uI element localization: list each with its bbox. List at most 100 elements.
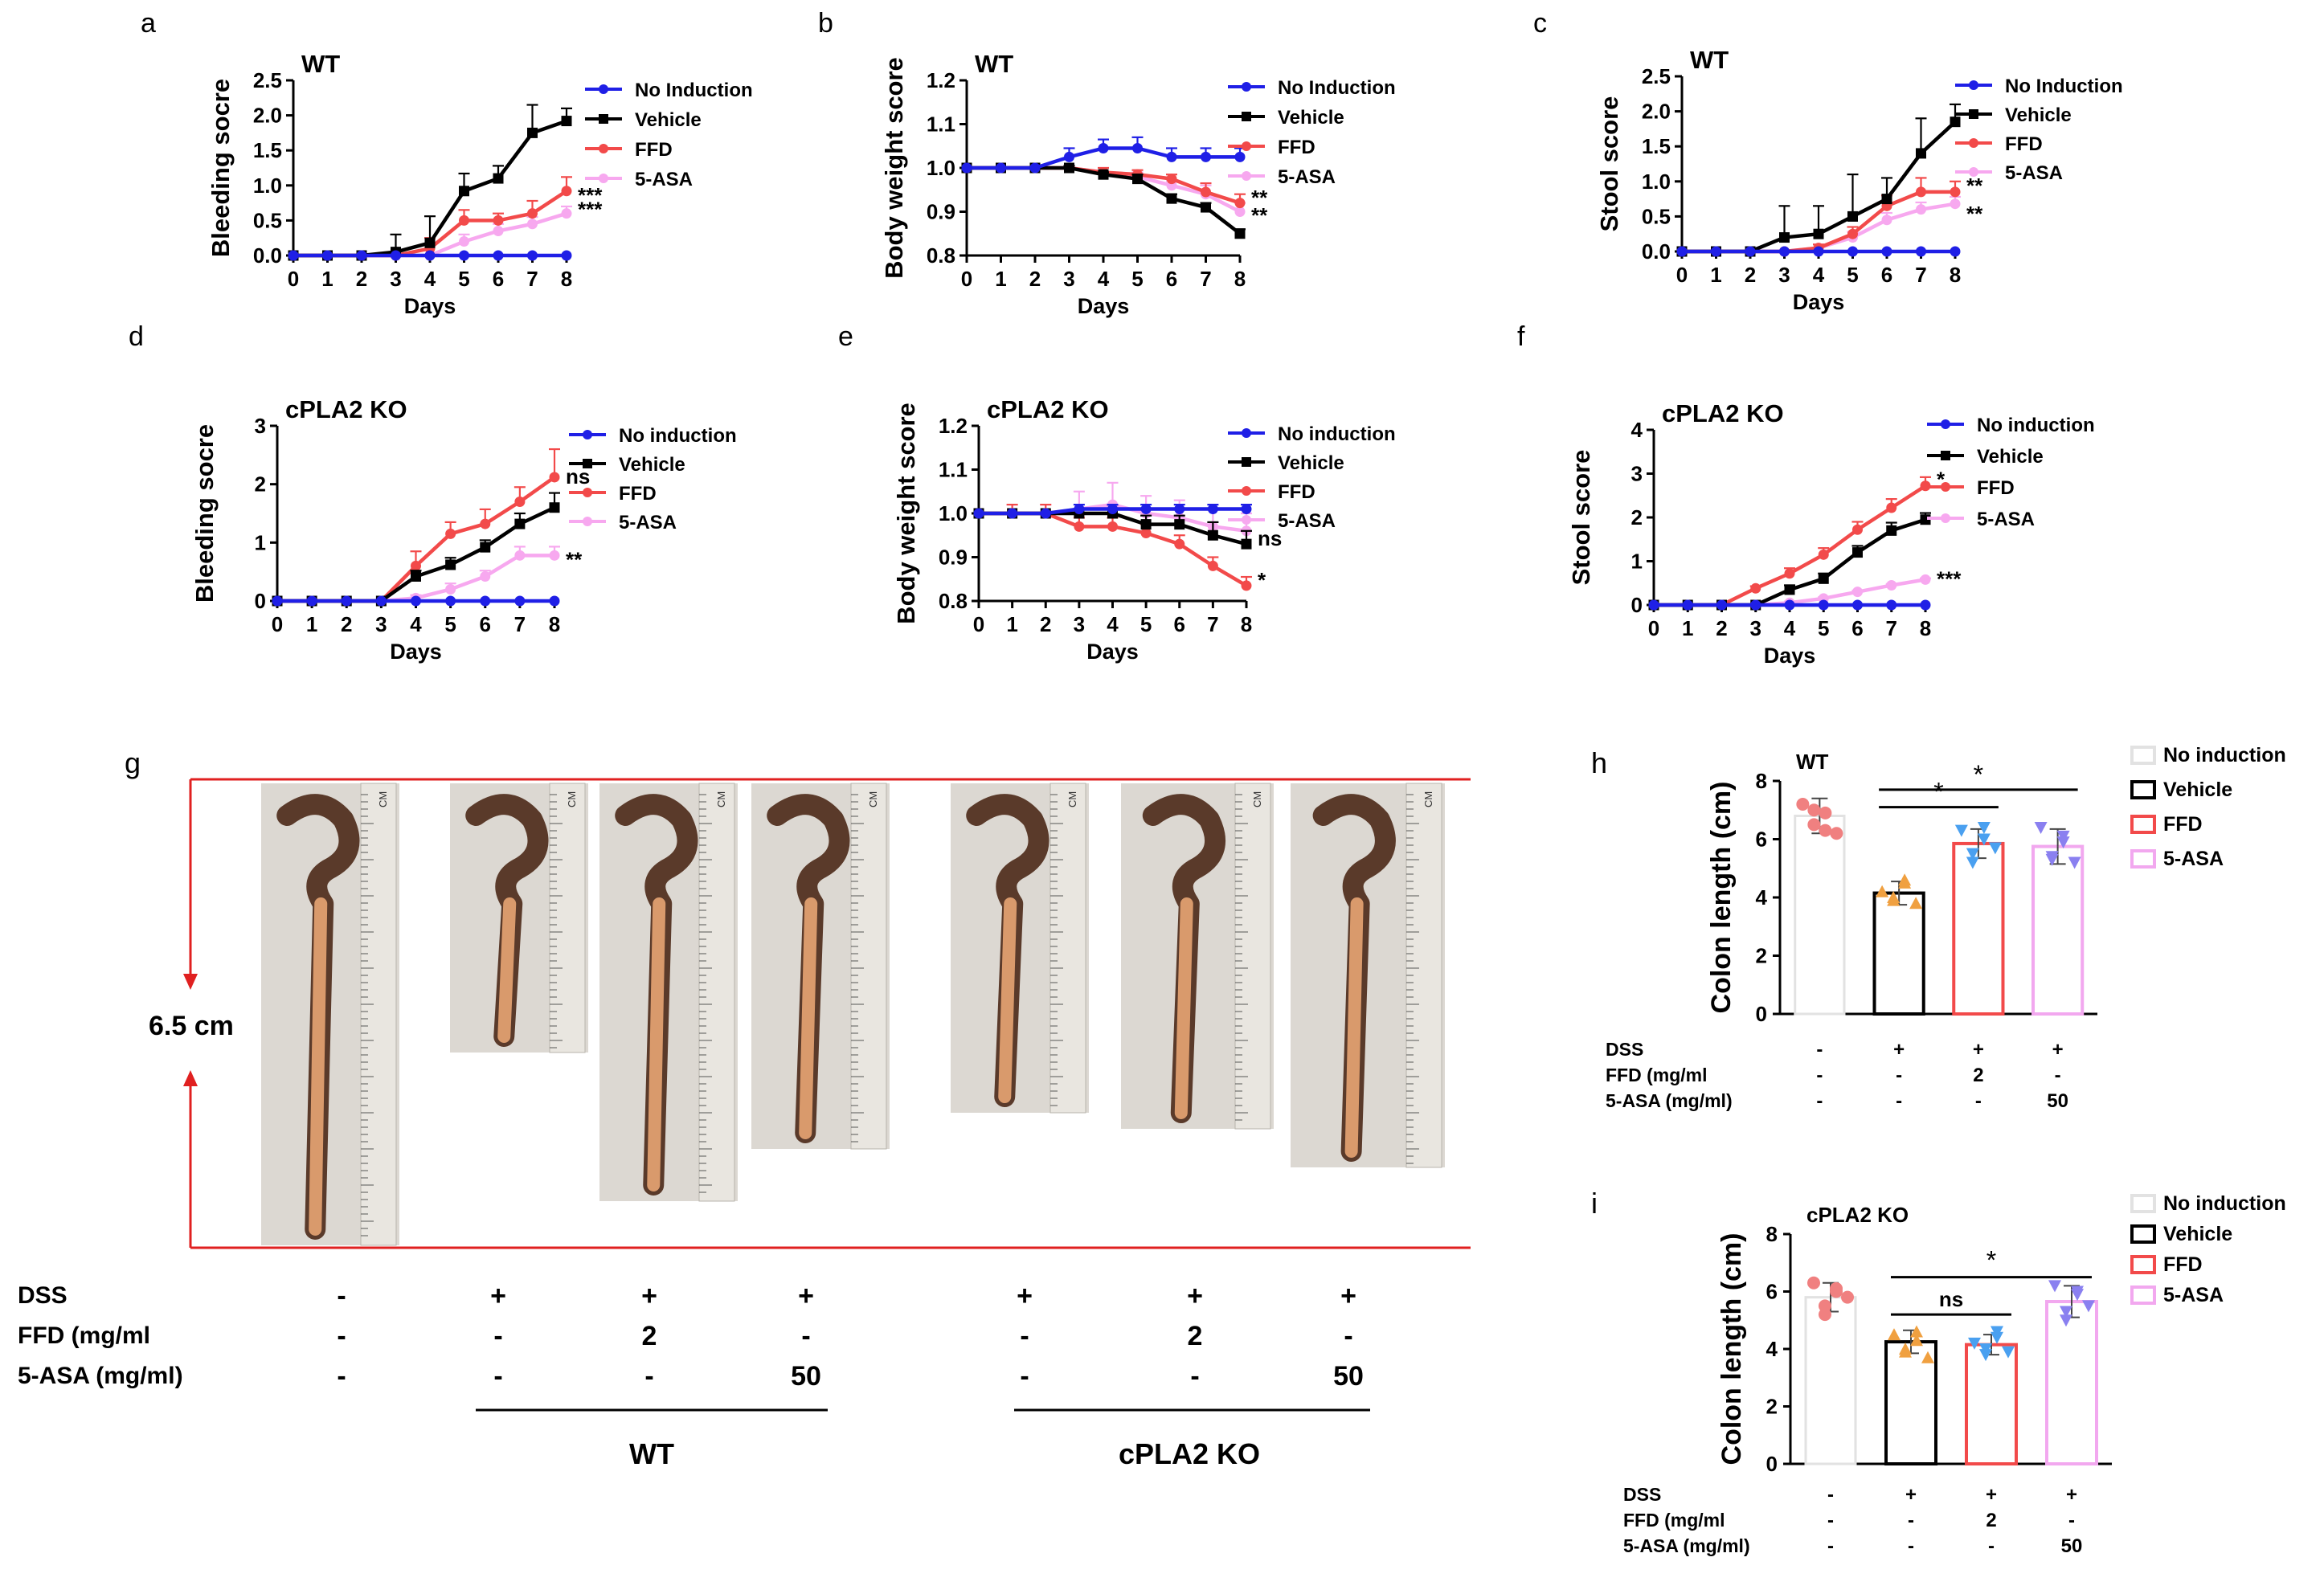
significance-label: ** [1251,203,1268,227]
legend-label: 5-ASA [2163,1284,2224,1306]
data-point [1242,428,1251,438]
data-point [1074,504,1085,515]
y-axis-label: Stool score [1595,96,1623,232]
legend-label: No Induction [635,80,753,101]
series-no_induction [272,595,560,607]
data-point [1796,798,1810,811]
x-tick-label: 5 [1847,263,1858,287]
data-point [1818,599,1829,611]
y-tick-label: 0.5 [1642,204,1671,228]
legend-item: Vehicle [2130,1223,2232,1245]
data-point [2045,851,2059,864]
data-point [1140,504,1152,515]
data-point [1207,560,1218,571]
y-tick-label: 6 [1756,828,1767,852]
y-tick-label: 1.5 [1642,134,1671,158]
y-tick-label: 1.5 [253,138,282,162]
condition-value: - [337,1361,346,1392]
chart-panel-a: a 0.0 0.5 1.0 1.5 2.0 2.5 0 1 2 3 4 5 6 7 8 Days Bleeding… [141,8,753,318]
colon-proximal [1344,897,1364,1158]
data-point [1910,1325,1923,1338]
x-tick-label: 4 [1813,263,1825,287]
y-tick-label: 0.8 [939,589,968,613]
series-no_induction [288,250,572,261]
chart-panel-c: c 0.0 0.5 1.0 1.5 2.0 2.5 0 1 2 3 4 5 6 7 8 Days Stool sc… [1533,8,2123,314]
data-point [1881,215,1892,226]
legend-swatch [2130,849,2156,869]
y-tick-label: 0 [1756,1002,1767,1026]
data-point [1969,80,1978,90]
y-axis-label: Body weight score [892,403,920,624]
data-point [1920,599,1931,611]
data-point [459,215,469,226]
length-label: 6.5 cm [149,1011,234,1041]
x-axis-label: Days [1086,640,1139,664]
x-axis-label: Days [390,640,442,664]
data-point [493,225,504,236]
data-point [2068,856,2081,869]
x-tick-label: 1 [306,612,317,636]
data-point [583,517,592,526]
legend-item: No induction [2130,744,2286,766]
y-axis-label: Bleeding socre [207,79,235,257]
legend-label: 5-ASA [2163,848,2224,870]
data-point [1847,246,1858,257]
bar [1952,841,2005,1016]
data-point [1242,112,1251,121]
data-point [1841,1290,1854,1304]
data-point [1166,193,1177,204]
condition-value: + [490,1281,506,1311]
y-tick-label: 2 [255,472,266,497]
data-point [1852,547,1863,558]
colon-photo: CM [261,783,399,1246]
data-point [480,542,491,553]
data-point [1242,141,1251,151]
y-tick-label: 1.2 [927,68,955,92]
legend-item: No Induction [585,80,753,101]
data-point [1750,582,1761,594]
data-point [1819,824,1832,837]
condition-value: - [1896,1090,1902,1112]
condition-value: + [1017,1281,1033,1311]
chart-panel-e: e 0.8 0.9 1.0 1.1 1.2 0 1 2 3 4 5 6 7 8 Days Body weight… [838,321,1396,664]
data-point [1920,480,1931,492]
data-point [1941,513,1950,523]
colon-distal [1142,794,1226,1123]
data-point [1950,116,1961,128]
data-point [1242,171,1251,181]
data-point [1166,174,1177,185]
data-point [1966,848,1979,860]
legend-label: No Induction [2005,76,2123,97]
legend-label: No Induction [1278,77,1396,99]
chart-panel-i: i 0 2 4 6 8 Colon length (cm) cPLA2 KO * ns No ind… [1591,1187,2286,1557]
ruler [850,783,887,1150]
legend-item: Vehicle [1228,107,1344,129]
x-tick-label: 0 [272,612,283,636]
condition-value: - [1020,1361,1029,1392]
data-point [2034,822,2048,834]
bar [1872,891,1925,1016]
data-point [1716,599,1727,611]
significance-label: *** [578,198,603,222]
ruler-label: CM [1422,791,1434,807]
condition-value: + [798,1281,814,1311]
legend-label: 5-ASA [2005,162,2063,184]
chart-title: cPLA2 KO [285,395,407,423]
legend-item: 5-ASA [2130,1284,2224,1306]
condition-label: 5-ASA (mg/ml) [1623,1535,1750,1556]
x-tick-label: 7 [1207,612,1218,636]
bar [1794,815,1846,1016]
significance-label: *** [578,183,603,207]
data-point [424,237,436,248]
data-point [527,208,538,219]
condition-value: - [493,1361,502,1392]
colon-photo: CM [450,783,588,1053]
data-point [411,570,421,582]
colon-distal [1312,794,1396,1162]
x-tick-label: 3 [390,267,401,291]
condition-label: DSS [1623,1484,1661,1505]
legend-swatch [2130,746,2156,765]
data-point [583,459,592,468]
legend-label: FFD [619,483,657,505]
condition-value: 50 [2047,1090,2068,1112]
